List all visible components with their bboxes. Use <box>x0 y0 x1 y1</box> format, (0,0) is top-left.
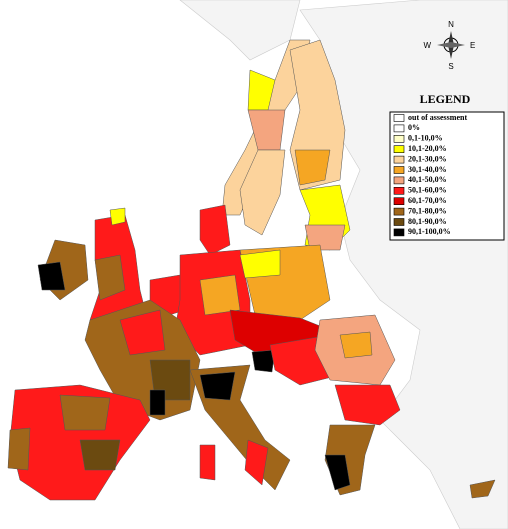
legend-swatch <box>393 135 405 143</box>
legend-swatch <box>393 228 405 237</box>
compass: N E S W <box>423 20 475 71</box>
legend-label: 10,1-20,0% <box>408 144 447 153</box>
legend-swatch <box>393 197 405 205</box>
legend-label: 80,1-90,0% <box>408 217 447 226</box>
legend-label: 70,1-80,0% <box>408 206 447 215</box>
regions <box>7 39 496 501</box>
legend-label: 40,1-50,0% <box>408 175 447 184</box>
legend-swatch <box>393 145 405 153</box>
legend-swatch <box>393 166 405 174</box>
compass-east: E <box>470 41 475 50</box>
legend-swatch <box>393 207 405 216</box>
legend-swatch <box>393 187 405 195</box>
legend-swatch <box>393 114 405 122</box>
legend-label: 20,1-30,0% <box>408 154 447 163</box>
legend-label: out of assessment <box>408 113 467 122</box>
legend-label: 0% <box>408 123 420 132</box>
compass-north: N <box>448 20 454 29</box>
legend-swatch <box>393 124 405 133</box>
compass-south: S <box>448 62 453 71</box>
legend-swatch <box>393 155 405 164</box>
legend-label: 60,1-70,0% <box>408 196 447 205</box>
legend-title: LEGEND <box>420 92 471 106</box>
legend-swatch <box>393 176 405 185</box>
legend-label: 0,1-10,0% <box>408 134 443 143</box>
compass-west: W <box>423 41 431 50</box>
legend-box <box>389 111 505 241</box>
legend-label: 90,1-100,0% <box>408 227 451 236</box>
legend-swatch <box>393 218 405 226</box>
legend-label: 30,1-40,0% <box>408 165 447 174</box>
legend-label: 50,1-60,0% <box>408 186 447 195</box>
